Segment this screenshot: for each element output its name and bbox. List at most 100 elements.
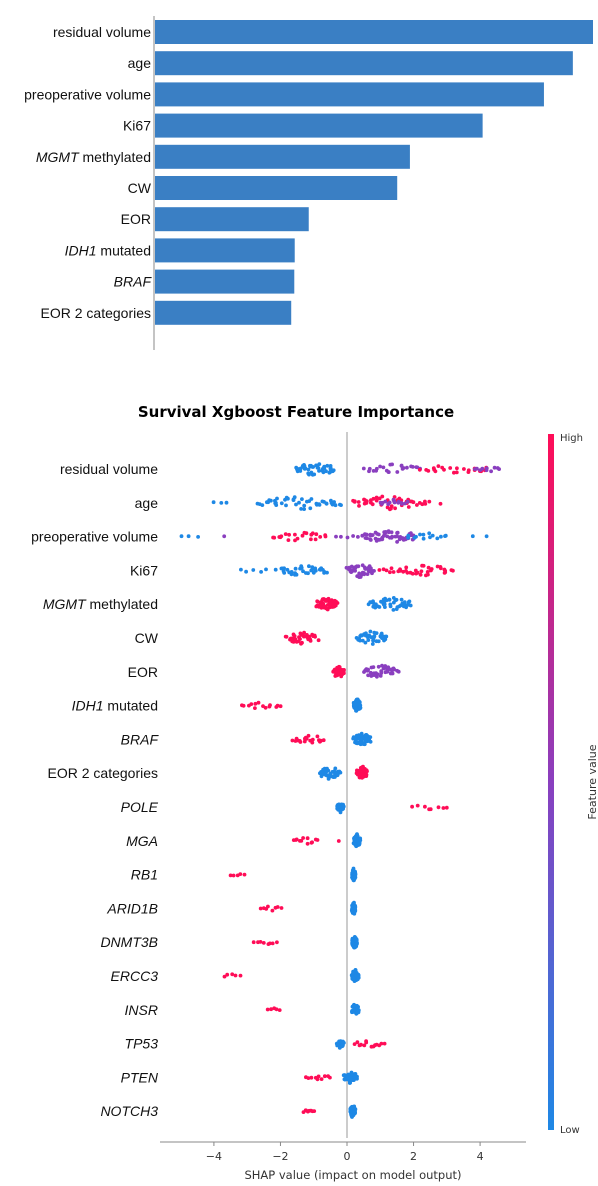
shap-point-ki67 (282, 571, 287, 575)
shap-point-ki67 (398, 568, 403, 572)
shap-point-braf (368, 735, 373, 739)
shap-point-ki67 (293, 566, 298, 571)
shap-point-residual-volume (298, 469, 303, 473)
shap-point-residual-volume (386, 470, 391, 474)
shap-point-age (377, 496, 382, 501)
shap-point-cw (302, 630, 306, 635)
shap-point-preoperative-volume (323, 534, 328, 539)
shap-point-mgmt-methylated (315, 599, 320, 604)
shap-point-arid1b (353, 904, 358, 908)
shap-point-residual-volume (401, 466, 406, 470)
shap-point-preoperative-volume (356, 535, 360, 539)
shap-point-rb1 (353, 872, 358, 877)
shap-point-eor-2-categories (337, 769, 342, 774)
shap-point-rb1 (242, 872, 247, 877)
shap-point-preoperative-volume (389, 530, 394, 535)
shap-point-age (260, 503, 265, 507)
shap-point-ki67 (311, 570, 316, 575)
shap-point-notch3 (353, 1110, 357, 1114)
shap-point-eor (376, 664, 381, 669)
shap-point-residual-volume (381, 465, 386, 470)
shap-point-ki67 (435, 564, 440, 569)
shap-point-tp53 (379, 1041, 384, 1046)
shap-point-cw (363, 640, 368, 645)
feature-label-ki67: Ki67 (130, 562, 158, 578)
shap-point-ki67 (356, 564, 361, 569)
shap-point-residual-volume (395, 470, 400, 474)
shap-chart-title: Survival Xgboost Feature Importance (138, 403, 454, 421)
shap-point-ki67 (419, 569, 424, 574)
shap-point-residual-volume (462, 467, 466, 471)
shap-point-preoperative-volume (345, 535, 350, 540)
shap-point-age (302, 503, 307, 508)
shap-point-preoperative-volume (339, 534, 343, 539)
bar-label-cw: CW (128, 180, 152, 196)
shap-point-pten (319, 1077, 324, 1081)
shap-point-preoperative-volume (364, 532, 369, 537)
shap-x-axis-label: SHAP value (impact on model output) (244, 1168, 461, 1182)
shap-point-residual-volume (374, 468, 378, 473)
shap-point-eor-2-categories (365, 769, 369, 774)
shap-point-mgmt-methylated (391, 608, 396, 612)
shap-point-preoperative-volume (439, 534, 443, 539)
shap-point-braf (359, 731, 364, 736)
shap-point-residual-volume (442, 467, 446, 472)
shap-point-preoperative-volume (302, 530, 307, 535)
feature-label-pole: POLE (121, 799, 159, 815)
shap-point-pten (306, 1076, 311, 1080)
x-tick-label: −4 (206, 1150, 222, 1163)
shap-point-braf (306, 733, 311, 738)
feature-label-eor-2-categories: EOR 2 categories (48, 765, 159, 781)
shap-point-dnmt3b (355, 942, 359, 946)
shap-point-preoperative-volume (430, 533, 435, 538)
feature-label-cw: CW (135, 630, 159, 646)
shap-point-eor (371, 665, 376, 669)
shap-point-mgmt-methylated (402, 600, 407, 604)
shap-point-preoperative-volume (309, 537, 313, 542)
shap-point-eor-2-categories (364, 772, 369, 777)
shap-point-residual-volume (324, 469, 328, 474)
shap-point-age (299, 507, 303, 511)
feature-label-mgmt-methylated: MGMT methylated (43, 596, 158, 612)
shap-point-residual-volume (455, 466, 459, 471)
feature-label-pten: PTEN (121, 1069, 159, 1085)
shap-point-ercc3 (356, 975, 361, 980)
bar-residual-volume (155, 20, 593, 44)
shap-point-age (389, 506, 393, 511)
colorbar-low-label: Low (560, 1125, 580, 1136)
shap-point-age (415, 503, 419, 507)
shap-point-insr (274, 1007, 279, 1012)
shap-point-cw (371, 638, 376, 643)
shap-point-age (322, 500, 326, 504)
shap-point-ki67 (289, 572, 294, 577)
shap-point-ki67 (251, 568, 256, 572)
shap-point-dnmt3b (268, 941, 272, 946)
shap-point-preoperative-volume (383, 530, 388, 534)
shap-point-mgmt-methylated (388, 602, 393, 607)
shap-point-mga (305, 841, 310, 846)
shap-point-pole (338, 810, 343, 815)
shap-point-residual-volume (322, 464, 327, 469)
shap-point-age (294, 502, 298, 507)
shap-point-pten (322, 1074, 327, 1079)
bar-label-ki67: Ki67 (123, 118, 151, 134)
shap-point-residual-volume (433, 469, 438, 474)
shap-point-ki67 (301, 569, 305, 574)
shap-point-age (315, 502, 319, 507)
shap-point-age (291, 497, 296, 502)
shap-point-preoperative-volume (428, 535, 432, 540)
shap-point-preoperative-volume (186, 534, 191, 539)
shap-point-cw (381, 634, 386, 639)
shap-point-preoperative-volume (318, 535, 323, 539)
shap-point-mgmt-methylated (406, 603, 410, 607)
bar-eor (155, 207, 309, 232)
shap-point-ercc3 (230, 972, 235, 977)
shap-point-insr (265, 1007, 270, 1012)
shap-point-rb1 (228, 873, 233, 878)
shap-feature-labels: residual volume age preoperative volume Ki6… (31, 461, 159, 1119)
shap-point-insr (356, 1005, 360, 1009)
shap-point-arid1b (279, 906, 284, 910)
shap-point-cw (372, 635, 376, 640)
shap-point-braf (310, 740, 315, 745)
